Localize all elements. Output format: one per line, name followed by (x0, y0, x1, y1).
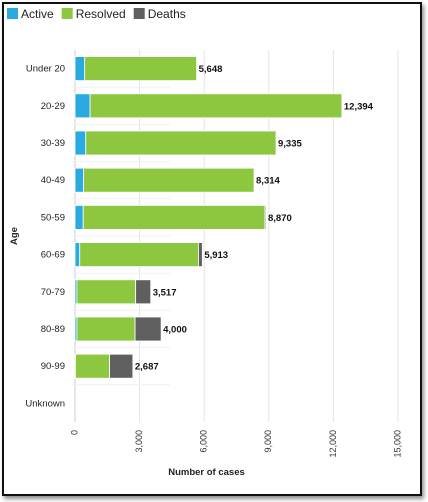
legend-label-deaths[interactable]: Deaths (148, 7, 186, 21)
x-tick-label: 3,000 (134, 430, 144, 453)
x-tick-label: 9,000 (263, 430, 273, 453)
category-label: 80-89 (41, 324, 65, 335)
bar-active-under-20[interactable] (74, 56, 86, 81)
chart-frame (2, 2, 422, 496)
x-tick-label: 0 (69, 430, 79, 435)
bar-deaths-80-89[interactable] (134, 316, 162, 342)
total-label-80-89: 4,000 (163, 325, 187, 336)
bar-active-40-49[interactable] (74, 167, 85, 193)
bar-resolved-80-89[interactable] (76, 316, 136, 342)
category-labels: Under 20 20-29 30-39 40-49 50-59 60-69 70-79 80… (25, 64, 65, 410)
bar-resolved-50-59[interactable] (82, 204, 266, 230)
total-label-50-59: 8,870 (268, 213, 292, 224)
legend: Active Resolved Deaths (7, 7, 186, 21)
bar-active-60-69[interactable] (74, 242, 81, 268)
bar-deaths-60-69[interactable] (198, 242, 203, 268)
bar-resolved-40-49[interactable] (83, 167, 255, 193)
bars (74, 56, 343, 379)
total-label-60-69: 5,913 (204, 250, 228, 261)
x-tick-label: 6,000 (199, 430, 209, 453)
bar-deaths-50-59[interactable] (264, 204, 267, 230)
bar-resolved-70-79[interactable] (76, 279, 137, 305)
bar-resolved-30-39[interactable] (85, 130, 277, 156)
bar-resolved-20-29[interactable] (89, 93, 343, 119)
legend-label-active[interactable]: Active (21, 7, 54, 21)
category-label: 40-49 (41, 175, 65, 186)
x-axis-title: Number of cases (168, 467, 245, 478)
category-label: 90-99 (41, 361, 65, 372)
total-label-70-79: 3,517 (153, 287, 177, 298)
x-tick-labels: 0 3,000 6,000 9,000 12,000 15,000 (69, 430, 402, 458)
total-label-30-39: 9,335 (278, 139, 302, 150)
category-label: Unknown (25, 398, 65, 409)
bar-resolved-under-20[interactable] (84, 56, 198, 81)
x-tick-label: 12,000 (328, 430, 338, 458)
bar-active-50-59[interactable] (74, 204, 84, 230)
bar-resolved-90-99[interactable] (75, 353, 111, 379)
legend-swatch-resolved (61, 8, 73, 19)
total-labels: 5,648 12,394 9,335 8,314 8,870 5,913 3,517 4,00… (135, 64, 374, 373)
bar-deaths-90-99[interactable] (109, 353, 134, 379)
legend-label-resolved[interactable]: Resolved (76, 7, 126, 21)
total-label-20-29: 12,394 (344, 101, 374, 112)
legend-swatch-active (7, 8, 18, 19)
category-label: 50-59 (41, 212, 65, 223)
bar-resolved-60-69[interactable] (79, 242, 199, 268)
total-label-under-20: 5,648 (199, 64, 223, 75)
total-label-90-99: 2,687 (135, 362, 159, 373)
legend-swatch-deaths (133, 8, 145, 19)
category-label: 60-69 (41, 250, 65, 261)
bar-active-30-39[interactable] (74, 130, 87, 156)
x-tick-label: 15,000 (392, 430, 402, 458)
bar-active-20-29[interactable] (74, 93, 91, 119)
category-label: 20-29 (41, 101, 65, 112)
category-label: Under 20 (26, 64, 65, 75)
total-label-40-49: 8,314 (256, 176, 280, 187)
bar-deaths-70-79[interactable] (135, 279, 152, 305)
category-label: 30-39 (41, 138, 65, 149)
y-axis-title: Age (9, 227, 20, 245)
category-label: 70-79 (41, 287, 65, 298)
